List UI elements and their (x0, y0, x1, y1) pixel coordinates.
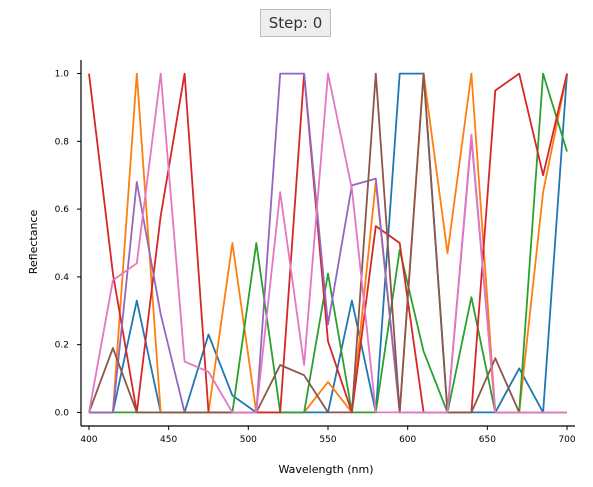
y-ticks: 0.0 0.2 0.4 0.6 0.8 1.0 (55, 70, 81, 418)
series-line-2 (89, 72, 568, 414)
series-line-1 (89, 72, 568, 414)
y-tick-label: 0.6 (55, 205, 70, 215)
x-tick-label: 500 (240, 435, 257, 445)
series-lines (88, 72, 568, 414)
series-line-5 (89, 72, 567, 414)
y-tick-label: 0.8 (55, 137, 70, 147)
x-tick-label: 600 (399, 435, 416, 445)
series-line-7 (88, 72, 567, 414)
y-tick-label: 0.4 (55, 273, 70, 283)
x-tick-label: 450 (160, 435, 177, 445)
y-tick-label: 0.0 (55, 408, 70, 418)
x-ticks: 400 450 500 550 600 650 700 (80, 426, 576, 445)
x-tick-label: 700 (558, 435, 575, 445)
step-label: Step: 0 (260, 9, 331, 37)
series-line-4 (88, 72, 568, 414)
series-line-3 (89, 72, 568, 414)
y-tick-label: 1.0 (55, 70, 70, 80)
y-tick-label: 0.2 (55, 341, 69, 351)
y-axis-label: Reflectance (27, 210, 40, 275)
x-tick-label: 400 (80, 435, 97, 445)
x-tick-label: 650 (479, 435, 496, 445)
x-axis-label: Wavelength (nm) (278, 463, 373, 476)
series-line-6 (88, 72, 567, 414)
x-tick-label: 550 (319, 435, 336, 445)
